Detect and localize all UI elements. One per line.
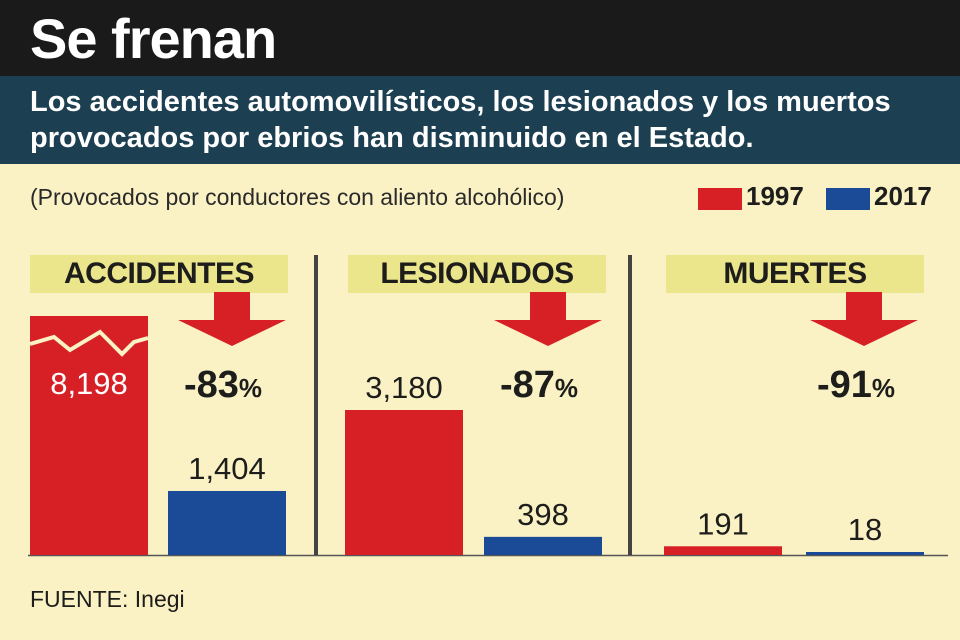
subtitle-bar: Los accidentes automovilísticos, los les… xyxy=(0,76,960,164)
panel-header-muertes: MUERTES xyxy=(666,255,924,293)
bar-accidentes-2017 xyxy=(168,490,286,555)
change-unit-lesionados: % xyxy=(554,373,579,403)
value-label-lesionados-2017: 398 xyxy=(517,497,569,532)
bar-muertes-2017 xyxy=(806,552,924,555)
value-label-muertes-1997: 191 xyxy=(697,506,749,541)
legend-label-2017: 2017 xyxy=(874,181,932,211)
panel-header-accidentes: ACCIDENTES xyxy=(30,255,288,293)
change-unit-accidentes: % xyxy=(238,373,263,403)
change-lesionados: -87% xyxy=(500,364,578,407)
change-value-muertes: -91 xyxy=(817,364,872,406)
title-bar: Se frenan xyxy=(0,0,960,76)
panel-title-accidentes: ACCIDENTES xyxy=(63,257,255,290)
value-label-lesionados-1997: 3,180 xyxy=(365,370,443,405)
value-label-accidentes-2017: 1,404 xyxy=(188,451,266,486)
bar-lesionados-1997 xyxy=(345,410,463,555)
legend-swatch-1997 xyxy=(698,188,742,210)
chart-note: (Provocados por conductores con aliento … xyxy=(30,184,565,210)
value-label-muertes-2017: 18 xyxy=(848,512,882,547)
bar-lesionados-2017 xyxy=(484,536,602,555)
panel-title-muertes: MUERTES xyxy=(723,257,867,290)
bar-muertes-1997 xyxy=(664,546,782,555)
chart-title: Se frenan xyxy=(30,7,277,70)
value-label-accidentes-1997: 8,198 xyxy=(50,366,128,401)
legend-label-1997: 1997 xyxy=(746,181,804,211)
down-arrow-icon-lesionados xyxy=(494,292,602,346)
change-unit-muertes: % xyxy=(871,373,896,403)
source-note: FUENTE: Inegi xyxy=(30,586,185,612)
change-accidentes: -83% xyxy=(184,364,262,407)
bar-accidentes-1997 xyxy=(30,316,148,555)
panel-divider-1 xyxy=(314,255,318,555)
change-value-lesionados: -87 xyxy=(500,364,555,406)
down-arrow-icon-accidentes xyxy=(178,292,286,346)
change-value-accidentes: -83 xyxy=(184,364,239,406)
chart-subtitle: Los accidentes automovilísticos, los les… xyxy=(30,86,891,154)
panel-title-lesionados: LESIONADOS xyxy=(380,257,574,290)
panel-header-lesionados: LESIONADOS xyxy=(348,255,606,293)
down-arrow-icon-muertes xyxy=(810,292,918,346)
legend-swatch-2017 xyxy=(826,188,870,210)
axis-break-mark xyxy=(29,329,149,357)
panel-divider-2 xyxy=(628,255,632,555)
change-muertes: -91% xyxy=(817,364,895,407)
